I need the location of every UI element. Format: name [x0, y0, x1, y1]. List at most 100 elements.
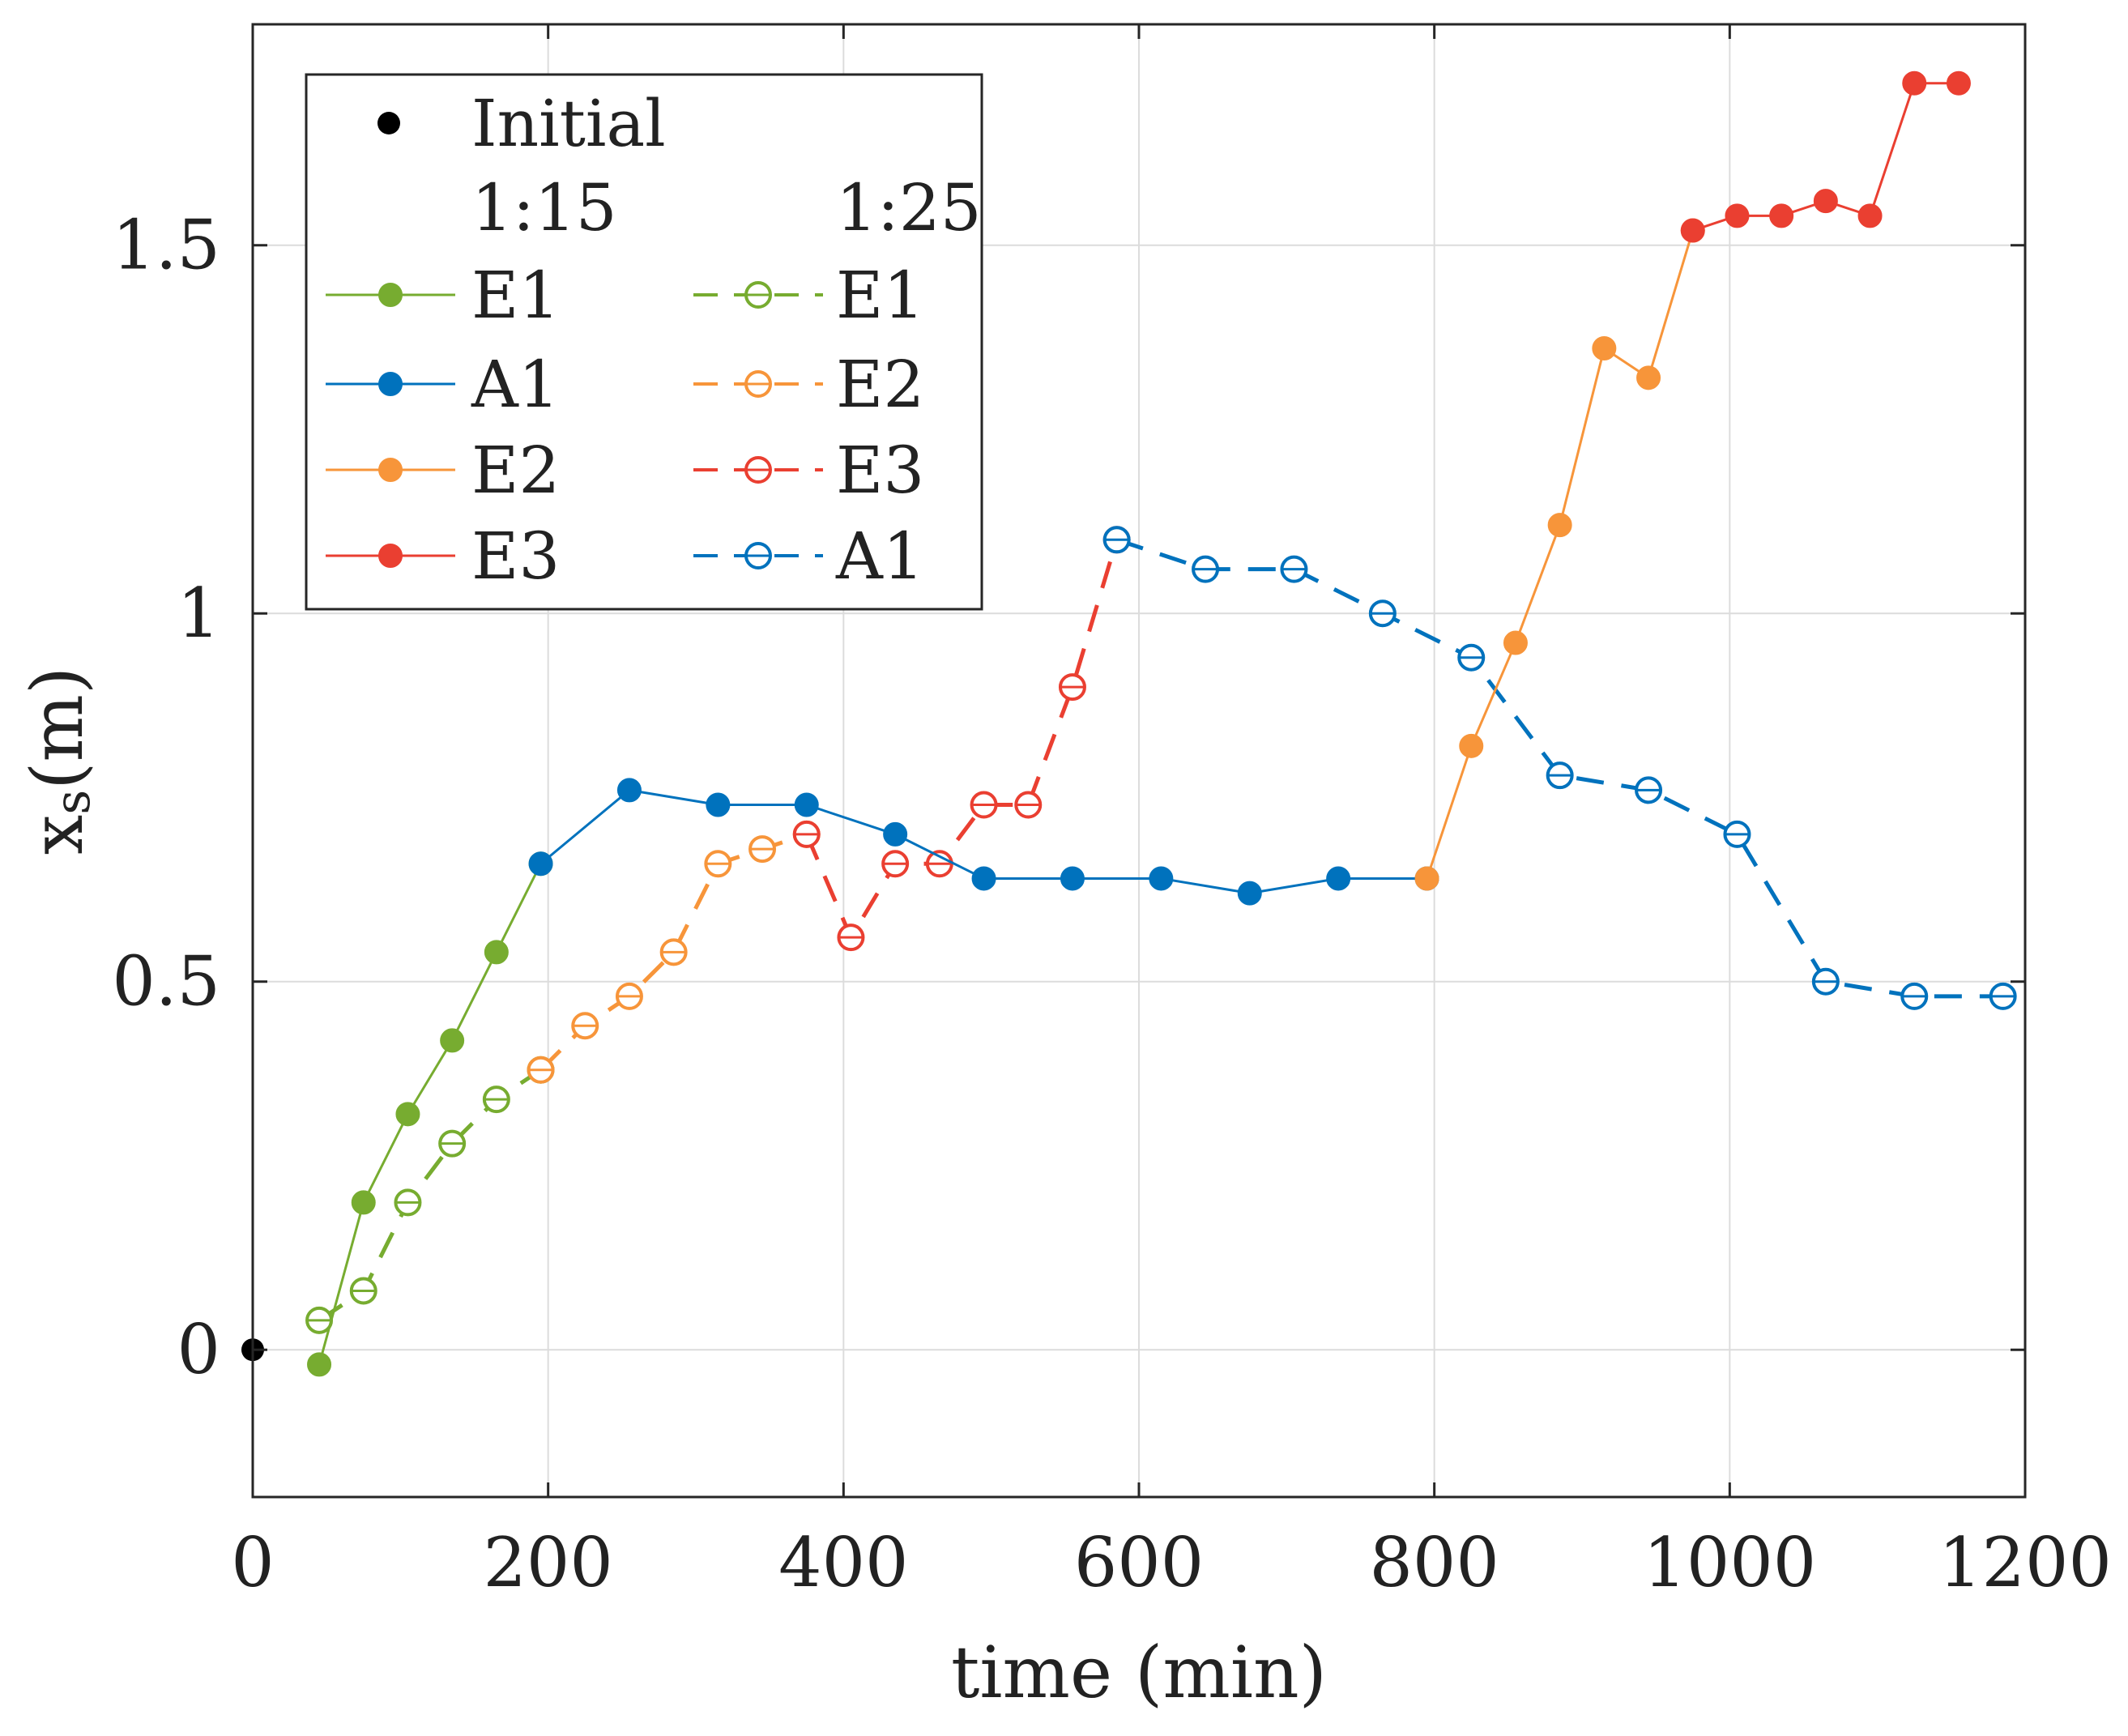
legend-marker: [744, 281, 772, 309]
x-tick-label: 1000: [1643, 1523, 1816, 1602]
x-tick-label: 0: [231, 1523, 274, 1602]
series-a1-1-25-point: [1635, 776, 1663, 804]
ticks: 0 200 400 600 800 1000 1200 0 0.5 1 1.5: [112, 24, 2112, 1602]
legend-entry-label: E3: [471, 518, 560, 594]
y-tick-label: 1.5: [112, 206, 220, 285]
x-tick-label: 800: [1369, 1523, 1499, 1602]
legend-marker: [744, 542, 772, 569]
series-e2-1-25-point: [748, 835, 777, 864]
series-a1-1-25-point: [1457, 643, 1486, 672]
series-a1-1-25-point: [1368, 599, 1397, 628]
series-e3-1-25-line: [804, 539, 1119, 940]
legend-box: [305, 73, 983, 611]
series-a1-1-15-point: [883, 821, 908, 847]
series-a1-1-25-point: [1723, 820, 1751, 848]
series-a1-1-25-point: [1280, 555, 1308, 583]
x-tick-label: 600: [1074, 1523, 1204, 1602]
legend-entry-a1-1-25: A1: [693, 518, 924, 594]
series-e3-1-15-point: [1680, 218, 1705, 243]
y-axis-title-main: x: [15, 815, 99, 855]
legend-entry-label: E3: [836, 433, 924, 508]
series-e1-1-15-point: [395, 1102, 420, 1127]
series-e1-1-15-point: [307, 1352, 332, 1377]
series-e1-1-25-point: [482, 1086, 510, 1114]
series-a1-1-15-point: [1060, 866, 1085, 891]
series-a1-1-25-point: [1989, 982, 2017, 1010]
series-e3-1-15-point: [1813, 189, 1838, 214]
x-tick-label: 1200: [1938, 1523, 2112, 1602]
series-e2-1-25-point: [615, 982, 643, 1010]
legend-entry-label: E2: [471, 433, 560, 508]
legend-entry-e3-1-25: E3: [693, 433, 924, 508]
legend-entry-a1-1-15: A1: [326, 347, 560, 422]
series-a1-1-25-point: [1900, 982, 1929, 1010]
y-tick-label: 0: [177, 1310, 220, 1389]
legend-initial-marker: [377, 112, 400, 134]
series-e3-1-15-point: [1902, 70, 1927, 96]
series-e1-1-25-point: [438, 1129, 467, 1158]
legend-marker: [378, 458, 403, 482]
legend-entry-e2-1-25: E2: [693, 347, 924, 422]
legend-marker: [744, 370, 772, 398]
series-e2-1-25-point: [571, 1012, 599, 1040]
y-axis-title-sub: s: [45, 790, 101, 815]
series-a1-1-25-point: [1102, 526, 1131, 554]
series-a1-1-25-point: [1192, 555, 1220, 583]
series-e1-1-25-point: [349, 1277, 377, 1305]
series-a1-1-15-point: [1149, 866, 1174, 891]
series-e3-1-25-point: [792, 820, 821, 848]
series-e1-1-15-point: [484, 940, 509, 965]
legend-header-1-15: 1:15: [471, 170, 617, 245]
series-e2-1-25-point: [659, 938, 688, 966]
series-e1-1-25-point: [394, 1188, 422, 1217]
series-a1-1-25-point: [1546, 761, 1574, 790]
legend: Initial 1:15 1:25 E1 A1 E2 E3 E1 E2 E3 A1: [305, 73, 983, 611]
legend-entry-e1-1-15: E1: [326, 258, 560, 333]
legend-marker: [378, 372, 403, 396]
legend-entry-label: E1: [471, 258, 560, 333]
series-a1-1-25-line: [1115, 537, 2003, 999]
series-e3-1-25-point: [1058, 673, 1086, 702]
y-tick-label: 0.5: [112, 942, 220, 1022]
x-tick-label: 400: [778, 1523, 908, 1602]
series-e2-1-15-point: [1459, 733, 1484, 758]
y-axis-title-unit: (m): [15, 667, 99, 790]
series-a1-1-25: [1102, 526, 2017, 1010]
series-e2-1-15-point: [1636, 365, 1661, 390]
legend-entry-e1-1-25: E1: [693, 258, 924, 333]
series-e2-1-15-point: [1414, 866, 1439, 891]
series-e3-1-25-point: [837, 923, 865, 952]
series-e2-1-25-point: [704, 850, 732, 878]
series-a1-1-15-point: [794, 792, 819, 817]
x-axis-title: time (min): [951, 1631, 1327, 1714]
legend-marker: [378, 544, 403, 568]
series-a1-1-25-point: [1811, 967, 1840, 996]
legend-marker: [744, 456, 772, 484]
series-e3-1-25-point: [881, 850, 910, 878]
series-e3-1-25-point: [1014, 791, 1043, 819]
series-e3-1-15-point: [1769, 203, 1794, 228]
series-a1-1-15-point: [1237, 881, 1262, 906]
series-e3-1-15: [1680, 70, 1971, 243]
series-a1-1-15-point: [971, 866, 996, 891]
y-tick-label: 1: [177, 574, 220, 653]
series-e2-1-15-point: [1592, 335, 1617, 360]
series-e3-1-25-point: [970, 791, 998, 819]
series-e3-1-15-point: [1725, 203, 1750, 228]
series-e1-1-15-point: [440, 1028, 465, 1053]
series-e2-1-15-point: [1503, 630, 1528, 655]
series-a1-1-15-point: [616, 778, 642, 803]
series-a1-1-15-point: [706, 792, 731, 817]
legend-entry-label: A1: [835, 518, 924, 594]
legend-entry-e2-1-15: E2: [326, 433, 560, 508]
legend-initial-label: Initial: [471, 86, 666, 161]
series-e1-1-15-line: [318, 863, 542, 1365]
legend-entry-label: E2: [836, 347, 924, 422]
legend-entry-label: A1: [471, 347, 560, 422]
legend-entry-e3-1-15: E3: [326, 518, 560, 594]
series-e2-1-15-point: [1547, 513, 1572, 538]
series-e3-1-15-point: [1857, 203, 1883, 228]
legend-entry-label: E1: [836, 258, 924, 333]
series-e1-1-15-point: [351, 1190, 376, 1215]
